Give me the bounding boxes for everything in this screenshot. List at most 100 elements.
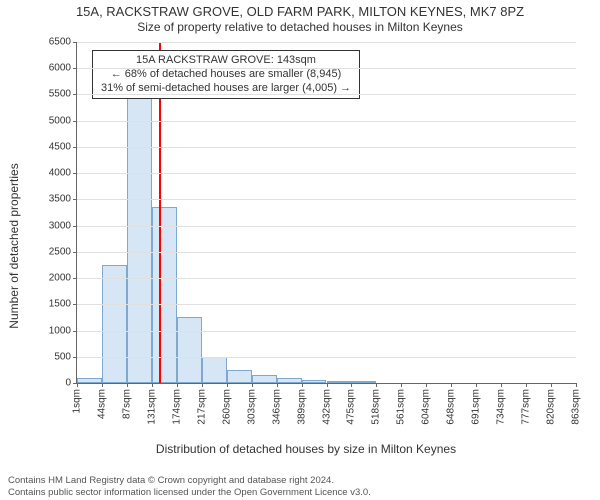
x-tick-label: 174sqm xyxy=(171,389,182,425)
histogram-bar xyxy=(277,378,302,383)
y-tick-label: 4000 xyxy=(49,168,71,179)
x-tick-mark xyxy=(501,383,502,387)
x-tick-mark xyxy=(227,383,228,387)
x-tick-label: 820sqm xyxy=(546,389,557,425)
x-tick-mark xyxy=(127,383,128,387)
gridline-h xyxy=(77,68,576,69)
y-tick-label: 6000 xyxy=(49,63,71,74)
histogram-bar xyxy=(177,317,202,383)
x-tick-label: 44sqm xyxy=(96,389,107,419)
histogram-bar xyxy=(302,380,327,383)
x-tick-label: 518sqm xyxy=(371,389,382,425)
histogram-bar xyxy=(351,381,376,383)
chart-container: Number of detached properties 15A RACKST… xyxy=(28,42,584,450)
footer-line-1: Contains HM Land Registry data © Crown c… xyxy=(8,475,600,486)
x-tick-mark xyxy=(551,383,552,387)
y-tick-label: 500 xyxy=(54,351,71,362)
y-tick-label: 6500 xyxy=(49,37,71,48)
y-tick-label: 5000 xyxy=(49,115,71,126)
y-axis-label: Number of detached properties xyxy=(7,163,21,328)
x-tick-mark xyxy=(177,383,178,387)
gridline-h xyxy=(77,173,576,174)
x-tick-mark xyxy=(102,383,103,387)
gridline-h xyxy=(77,147,576,148)
x-tick-mark xyxy=(576,383,577,387)
histogram-bar xyxy=(102,265,127,383)
x-axis-label: Distribution of detached houses by size … xyxy=(156,442,456,456)
annotation-line-2: ← 68% of detached houses are smaller (8,… xyxy=(101,68,351,82)
x-tick-label: 734sqm xyxy=(496,389,507,425)
x-tick-label: 777sqm xyxy=(521,389,532,425)
y-tick-mark xyxy=(73,173,77,174)
histogram-bar xyxy=(252,375,277,383)
gridline-h xyxy=(77,331,576,332)
y-tick-mark xyxy=(73,252,77,253)
x-tick-label: 389sqm xyxy=(296,389,307,425)
y-tick-label: 5500 xyxy=(49,89,71,100)
gridline-h xyxy=(77,226,576,227)
y-tick-label: 3500 xyxy=(49,194,71,205)
x-tick-label: 260sqm xyxy=(221,389,232,425)
x-tick-mark xyxy=(277,383,278,387)
y-tick-label: 2000 xyxy=(49,273,71,284)
x-tick-label: 303sqm xyxy=(246,389,257,425)
y-tick-mark xyxy=(73,94,77,95)
annotation-line-3: 31% of semi-detached houses are larger (… xyxy=(101,82,351,96)
x-tick-mark xyxy=(202,383,203,387)
x-tick-label: 475sqm xyxy=(346,389,357,425)
y-tick-label: 3000 xyxy=(49,220,71,231)
gridline-h xyxy=(77,121,576,122)
gridline-h xyxy=(77,357,576,358)
x-tick-mark xyxy=(401,383,402,387)
x-tick-label: 131sqm xyxy=(146,389,157,425)
y-tick-label: 0 xyxy=(65,378,71,389)
x-tick-label: 346sqm xyxy=(271,389,282,425)
page-title: 15A, RACKSTRAW GROVE, OLD FARM PARK, MIL… xyxy=(0,4,600,19)
gridline-h xyxy=(77,199,576,200)
y-tick-mark xyxy=(73,42,77,43)
x-tick-mark xyxy=(526,383,527,387)
histogram-bar xyxy=(202,357,227,383)
y-tick-mark xyxy=(73,147,77,148)
y-tick-mark xyxy=(73,226,77,227)
x-tick-mark xyxy=(476,383,477,387)
x-tick-label: 217sqm xyxy=(196,389,207,425)
y-tick-mark xyxy=(73,357,77,358)
x-tick-label: 87sqm xyxy=(121,389,132,419)
y-tick-label: 1000 xyxy=(49,325,71,336)
histogram-bar xyxy=(327,381,352,383)
x-tick-mark xyxy=(252,383,253,387)
y-tick-mark xyxy=(73,304,77,305)
x-tick-label: 432sqm xyxy=(321,389,332,425)
y-tick-mark xyxy=(73,121,77,122)
x-tick-mark xyxy=(152,383,153,387)
y-tick-mark xyxy=(73,278,77,279)
page-subtitle: Size of property relative to detached ho… xyxy=(0,20,600,34)
x-tick-mark xyxy=(351,383,352,387)
histogram-bar xyxy=(77,378,102,383)
x-tick-label: 1sqm xyxy=(72,389,83,413)
gridline-h xyxy=(77,42,576,43)
gridline-h xyxy=(77,278,576,279)
x-tick-label: 648sqm xyxy=(446,389,457,425)
annotation-line-1: 15A RACKSTRAW GROVE: 143sqm xyxy=(101,54,351,68)
footer-line-2: Contains public sector information licen… xyxy=(8,487,600,498)
x-tick-mark xyxy=(451,383,452,387)
footer-attribution: Contains HM Land Registry data © Crown c… xyxy=(0,475,600,498)
x-tick-mark xyxy=(77,383,78,387)
y-tick-mark xyxy=(73,68,77,69)
gridline-h xyxy=(77,252,576,253)
x-tick-label: 604sqm xyxy=(421,389,432,425)
histogram-bar xyxy=(227,370,252,383)
x-tick-mark xyxy=(376,383,377,387)
x-tick-label: 863sqm xyxy=(571,389,582,425)
y-tick-mark xyxy=(73,199,77,200)
y-tick-label: 1500 xyxy=(49,299,71,310)
annotation-box: 15A RACKSTRAW GROVE: 143sqm ← 68% of det… xyxy=(92,50,360,99)
gridline-h xyxy=(77,94,576,95)
x-tick-label: 691sqm xyxy=(471,389,482,425)
y-tick-label: 4500 xyxy=(49,141,71,152)
x-tick-mark xyxy=(426,383,427,387)
y-tick-mark xyxy=(73,331,77,332)
y-tick-label: 2500 xyxy=(49,246,71,257)
